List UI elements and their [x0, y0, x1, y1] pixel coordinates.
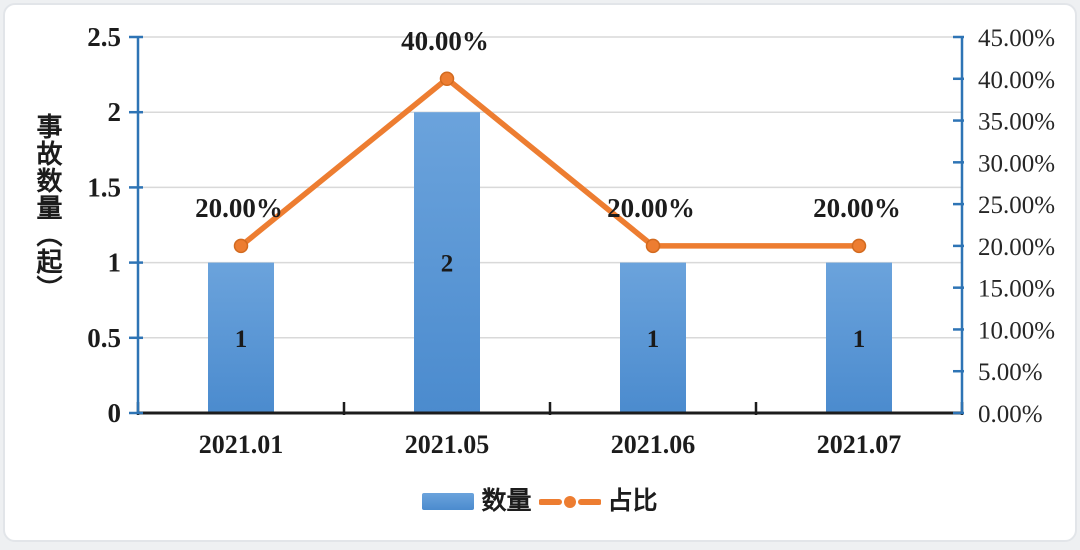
line-point-marker [853, 239, 866, 252]
legend-bar-swatch [422, 493, 474, 510]
right-tick-label: 0.00% [978, 401, 1043, 428]
right-tick-label: 20.00% [978, 234, 1055, 261]
legend-line-marker [564, 496, 576, 508]
chart-card: 1 2 1 1 2021.01 2021.05 2021.06 2021.07 0 0.5 1 1.5… [3, 3, 1077, 542]
left-tick-label: 0.5 [87, 323, 121, 353]
right-tick-label: 35.00% [978, 109, 1055, 136]
combo-chart: 1 2 1 1 2021.01 2021.05 2021.06 2021.07 0 0.5 1 1.5… [5, 5, 1080, 550]
line-path [241, 79, 859, 246]
line-point-marker [235, 239, 248, 252]
legend-line-swatch [539, 493, 601, 511]
left-tick-label: 2 [108, 97, 122, 127]
x-tick-label: 2021.05 [405, 430, 490, 459]
left-axis: 0 0.5 1 1.5 2 2.5 [87, 22, 143, 428]
right-axis: 0.00% 5.00% 10.00% 15.00% 20.00% 25.00% 30.00%… [953, 25, 1055, 428]
line-point-label: 20.00% [607, 193, 695, 223]
right-tick-label: 40.00% [978, 67, 1055, 94]
x-tick-label: 2021.07 [817, 430, 902, 459]
line-point-marker [647, 239, 660, 252]
x-tick-label: 2021.01 [199, 430, 284, 459]
left-tick-label: 0 [108, 398, 122, 428]
x-tick-label: 2021.06 [611, 430, 696, 459]
bar-value-label: 1 [235, 326, 248, 353]
legend-label-line: 占比 [608, 489, 658, 514]
right-tick-label: 25.00% [978, 192, 1055, 219]
right-tick-label: 10.00% [978, 317, 1055, 344]
line-series: 20.00% 40.00% 20.00% 20.00% [195, 26, 901, 253]
legend-label-bars: 数量 [481, 489, 531, 514]
left-tick-label: 2.5 [87, 22, 121, 52]
right-tick-label: 5.00% [978, 359, 1043, 386]
line-point-label: 40.00% [401, 26, 489, 56]
right-tick-label: 45.00% [978, 25, 1055, 52]
bar-value-label: 1 [853, 326, 866, 353]
legend: 数量 占比 [5, 489, 1075, 514]
left-tick-label: 1.5 [87, 172, 121, 202]
line-point-label: 20.00% [195, 193, 283, 223]
line-point-marker [441, 72, 454, 85]
right-tick-label: 15.00% [978, 276, 1055, 303]
bar-value-label: 1 [647, 326, 660, 353]
bar-value-label: 2 [441, 251, 454, 278]
line-point-label: 20.00% [813, 193, 901, 223]
right-tick-label: 30.00% [978, 150, 1055, 177]
left-tick-label: 1 [108, 248, 122, 278]
left-axis-title: 事故数量（起） [35, 113, 61, 343]
